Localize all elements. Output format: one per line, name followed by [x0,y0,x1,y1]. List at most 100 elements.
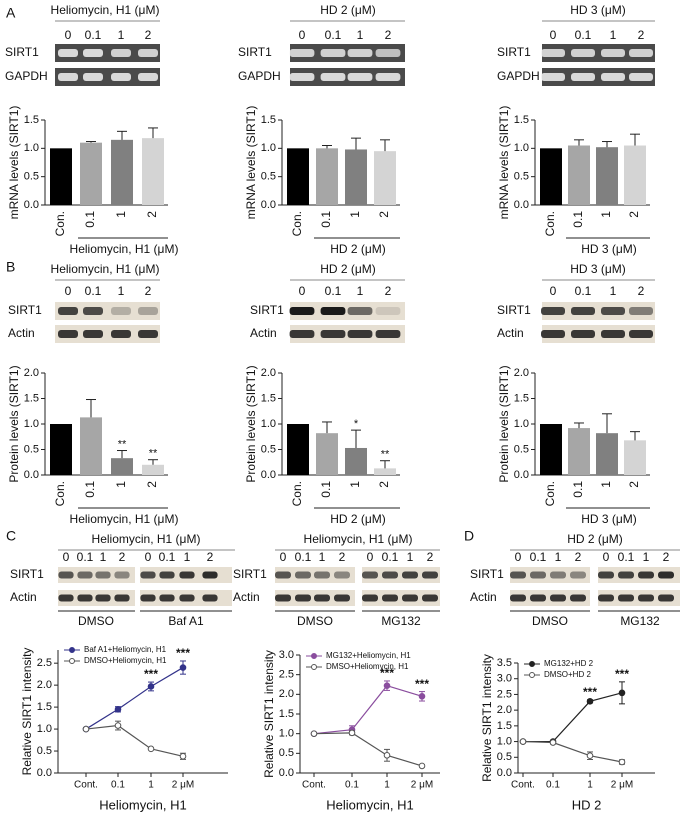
blot-header: Heliomycin, H1 (μM) [51,3,160,17]
blot-band [114,594,130,602]
blot-band [111,73,131,81]
lane-label: 2 [427,550,434,564]
blot-band [571,73,595,81]
lane-label: 0 [515,550,522,564]
x-tick-label: 1 [599,481,613,488]
x-tick-label: 1 [348,211,362,218]
group-label: HD 3 (μM) [581,512,637,526]
data-point [549,739,557,746]
bar [287,424,309,475]
data-point [418,693,426,700]
blot-band [289,73,315,81]
y-tick-label: 1.0 [261,142,276,154]
series-line [85,724,184,757]
panel-label: A [6,5,16,21]
bar [142,138,164,205]
lane-label: 0 [65,28,72,42]
blot-band [95,594,111,602]
blot-band [58,571,74,579]
bar [50,148,72,205]
y-tick-label: 1.0 [37,723,52,735]
lane-label: 0 [145,550,152,564]
blot-band [159,594,175,602]
lane-label: 0 [603,550,610,564]
blot-strip [290,68,405,86]
blot-band [77,594,93,602]
y-tick-label: 1.0 [514,142,529,154]
y-tick-label: 2.5 [279,669,294,681]
legend-label: MG132+Heliomycin, H1 [326,651,411,660]
x-tick-label: 2 [627,211,641,218]
blot-band [541,330,565,338]
blot-band [382,571,398,579]
blot-band [375,330,401,338]
blot-band [541,49,565,57]
blot-band [179,594,195,602]
x-tick-label: 1 [348,481,362,488]
legend-label: MG132+HD 2 [544,659,594,668]
lane-label: 0.1 [85,28,102,42]
blot-band [295,594,311,602]
significance: ** [118,438,127,450]
bar [287,148,309,205]
row-label: SIRT1 [233,567,267,581]
blot-band [83,73,103,81]
y-tick-label: 0.5 [24,171,39,183]
blot-band [320,330,346,338]
row-label: SIRT1 [5,45,39,59]
row-label: Actin [233,590,260,604]
bar [345,149,367,205]
x-tick-label: 0.1 [319,211,333,228]
y-tick-label: 1.5 [261,392,276,404]
y-tick-label: 0.5 [37,745,52,757]
blot-band [598,594,614,602]
y-tick-label: 2.0 [279,688,294,700]
y-tick-label: 3.5 [497,657,512,669]
significance: ** [149,448,158,460]
blot-band [571,307,595,315]
blot-band [275,571,291,579]
x-tick-label: 2 [627,481,641,488]
x-tick-label: Con. [53,211,67,236]
blot-band [571,49,595,57]
blot-band [347,73,373,81]
bar [80,142,102,205]
significance: *** [144,667,158,681]
lane-label: 2 [207,550,214,564]
x-tick-label: 1 [114,211,128,218]
data-point [383,682,391,689]
bar [316,148,338,205]
blot-band [629,49,653,57]
blot-band [402,571,418,579]
lane-label: 2 [145,28,152,42]
blot-band [111,49,131,57]
group-label: HD 2 (μM) [330,512,386,526]
x-tick-label: Cont. [74,780,98,791]
lane-label: 0 [299,28,306,42]
lane-label: 0 [63,550,70,564]
significance: *** [415,677,429,691]
series-line [85,667,184,730]
y-tick-label: 2.0 [37,679,52,691]
blot-band [362,594,378,602]
blot-header: HD 2 (μM) [567,532,623,546]
lane-label: 1 [555,550,562,564]
bar [80,417,102,475]
legend-label: DMSO+Heliomycin, H1 [326,662,409,671]
x-tick-label: 0.1 [83,481,97,498]
series-line [313,684,423,735]
group-label: Heliomycin, H1 (μM) [70,512,179,526]
blot-band [114,571,130,579]
lane-label: 1 [610,28,617,42]
lane-label: 2 [663,550,670,564]
lane-label: 1 [319,550,326,564]
blot-header: Heliomycin, H1 (μM) [304,532,413,546]
blot-header: Heliomycin, H1 (μM) [51,262,160,276]
bar [540,148,562,205]
data-point [147,745,155,753]
blot-band [571,330,595,338]
y-tick-label: 0.5 [261,443,276,455]
data-point [418,762,426,770]
bar [568,145,590,205]
